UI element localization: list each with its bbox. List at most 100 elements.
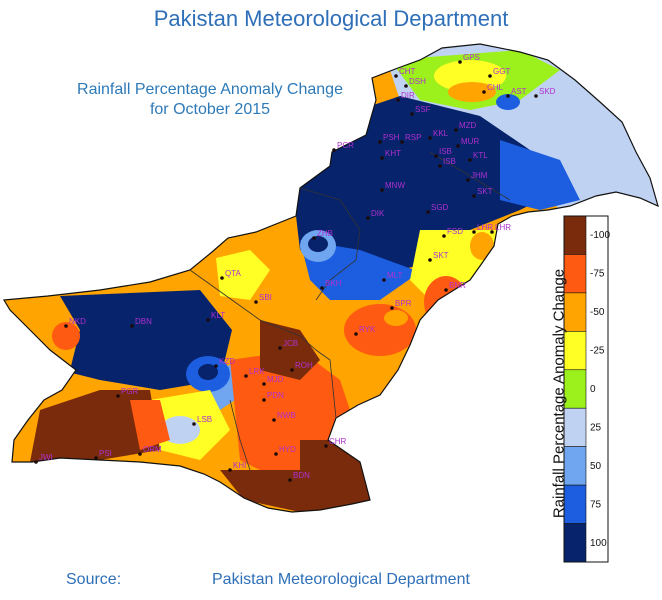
legend: -100 -75 -50 -25 0 25 50 75 100: [563, 215, 610, 563]
station-label: BNR: [449, 281, 466, 290]
station-fsd: FSD: [442, 227, 463, 238]
station-label: KZD: [219, 357, 235, 366]
station-label: JCB: [283, 339, 298, 348]
station-label: KLT: [211, 311, 225, 320]
station-label: MLT: [387, 271, 403, 280]
station-isb: ISB: [438, 157, 456, 168]
station-label: BDN: [293, 471, 310, 480]
subtitle-line-2: for October 2015: [149, 101, 271, 118]
legend-tick-label: 25: [590, 422, 602, 433]
station-ast: AST: [506, 87, 527, 98]
legend-tick-label: -50: [590, 307, 605, 318]
station-dot-icon: [138, 452, 142, 456]
legend-tick-label: 0: [590, 384, 596, 395]
station-label: DBN: [135, 317, 152, 326]
legend-tick-label: -75: [590, 269, 605, 280]
station-label: RSP: [405, 133, 421, 142]
station-pgr: PGR: [116, 387, 139, 398]
station-label: PSH: [383, 133, 400, 142]
station-dot-icon: [354, 332, 358, 336]
station-label: ROH: [295, 361, 313, 370]
station-dot-icon: [192, 422, 196, 426]
station-jwi: JWI: [34, 453, 53, 464]
station-dot-icon: [458, 60, 462, 64]
station-dot-icon: [380, 188, 384, 192]
station-gps: GPS: [458, 53, 480, 64]
station-dbn: DBN: [130, 317, 152, 328]
station-dot-icon: [490, 230, 494, 234]
station-lhr: LHR: [472, 223, 493, 234]
station-bdn: BDN: [288, 471, 310, 482]
station-label: CHL: [487, 83, 504, 92]
station-label: RYK: [359, 325, 376, 334]
station-jhm: JHM: [466, 171, 488, 182]
station-label: BKH: [325, 279, 342, 288]
station-label: KKL: [433, 129, 449, 138]
station-skt: SKT: [472, 187, 493, 198]
station-nwb: NWB: [272, 411, 296, 422]
station-label: QTA: [225, 269, 242, 278]
station-label: HYD: [279, 445, 296, 454]
station-dot-icon: [394, 74, 398, 78]
station-sgd: SGD: [426, 203, 449, 214]
legend-border: [563, 215, 609, 563]
station-dot-icon: [428, 136, 432, 140]
station-label: LSB: [197, 415, 212, 424]
legend-tick-label: 75: [590, 499, 602, 510]
station-dot-icon: [130, 324, 134, 328]
station-label: SKD: [539, 87, 556, 96]
station-ggt: GGT: [488, 67, 510, 78]
station-hyd: HYD: [274, 445, 296, 456]
station-dot-icon: [220, 276, 224, 280]
station-mnw: MNW: [380, 181, 405, 192]
station-label: DSH: [409, 77, 426, 86]
station-label: BPR: [395, 299, 412, 308]
station-label: ZHB: [317, 229, 333, 238]
station-dot-icon: [438, 164, 442, 168]
station-dot-icon: [472, 194, 476, 198]
station-label: FSD: [447, 227, 463, 236]
station-label: NKD: [69, 317, 86, 326]
station-dot-icon: [262, 382, 266, 386]
station-dot-icon: [390, 306, 394, 310]
station-orm: ORM: [138, 445, 162, 456]
legend-title: Rainfall Percentage Anomaly Change: [544, 230, 568, 560]
station-label: DIK: [371, 209, 385, 218]
station-label: GGT: [493, 67, 510, 76]
source-label: Source:: [66, 571, 122, 588]
station-dot-icon: [442, 234, 446, 238]
station-bkh: BKH: [320, 279, 342, 290]
station-jcb: JCB: [278, 339, 298, 350]
station-mjd: MJD: [262, 375, 284, 386]
station-mzd: MZD: [454, 121, 477, 132]
subtitle-line-1: Rainfall Percentage Anomaly Change: [77, 81, 343, 98]
station-label: GPS: [463, 53, 480, 62]
station-kht: KHT: [380, 149, 401, 160]
station-dot-icon: [64, 324, 68, 328]
station-dot-icon: [482, 90, 486, 94]
station-psh: PSH: [378, 133, 400, 144]
station-label: PSI: [99, 449, 112, 458]
station-dot-icon: [472, 230, 476, 234]
station-pdn: PDN: [262, 391, 284, 402]
station-dot-icon: [94, 456, 98, 460]
station-mlt: MLT: [382, 271, 403, 282]
station-label: MJD: [267, 375, 284, 384]
station-sbi: SBI: [254, 293, 272, 304]
station-lrk: LRK: [244, 367, 265, 378]
station-dot-icon: [116, 394, 120, 398]
station-label: PDN: [267, 391, 284, 400]
station-lsb: LSB: [192, 415, 212, 426]
station-dot-icon: [206, 318, 210, 322]
station-label: SBI: [259, 293, 272, 302]
province-borders: [189, 151, 511, 471]
station-dot-icon: [396, 98, 400, 102]
station-dir: DIR: [396, 91, 415, 102]
station-label: CHT: [399, 67, 416, 76]
map-subtitle: Rainfall Percentage Anomaly Change for O…: [40, 80, 380, 120]
station-chl: CHL: [482, 83, 504, 94]
station-label: AST: [511, 87, 527, 96]
station-dot-icon: [400, 140, 404, 144]
